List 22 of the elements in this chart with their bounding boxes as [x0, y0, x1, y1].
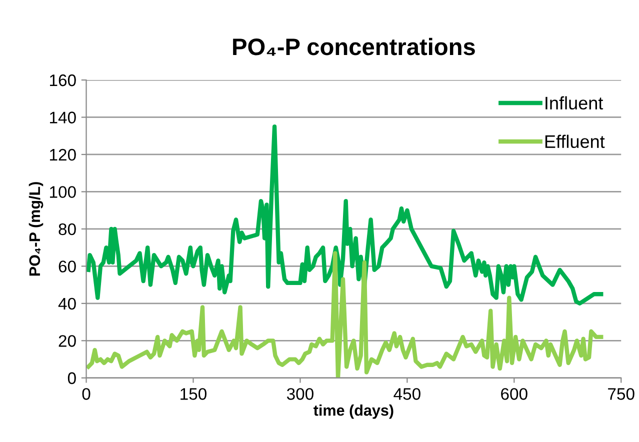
y-tick-label: 80	[58, 223, 76, 236]
y-tick-label: 40	[58, 298, 76, 310]
legend-label: Influent	[546, 96, 604, 110]
y-tick-label: 120	[50, 148, 76, 161]
y-tick-label: 20	[58, 335, 76, 347]
chart-title: PO₄-P concentrations	[233, 38, 475, 56]
x-tick-label: 150	[180, 388, 206, 400]
line-series	[86, 124, 604, 306]
x-tick-label: 300	[286, 388, 314, 400]
y-axis-title: PO₄-P (mg/L)	[28, 182, 44, 276]
x-tick-label: 750	[608, 388, 634, 400]
x-tick-label: 450	[394, 388, 420, 400]
x-axis-title: time (days)	[314, 404, 394, 419]
x-tick-label: 600	[501, 388, 528, 400]
legend-label: Effluent	[545, 134, 605, 148]
y-tick-label: 140	[50, 112, 76, 124]
line-series	[86, 251, 604, 378]
y-tick-label: 0	[68, 372, 76, 384]
y-tick-label: 60	[58, 260, 76, 272]
x-tick-label: 0	[82, 388, 90, 400]
y-tick-label: 160	[50, 74, 76, 86]
y-tick-label: 100	[50, 186, 76, 198]
